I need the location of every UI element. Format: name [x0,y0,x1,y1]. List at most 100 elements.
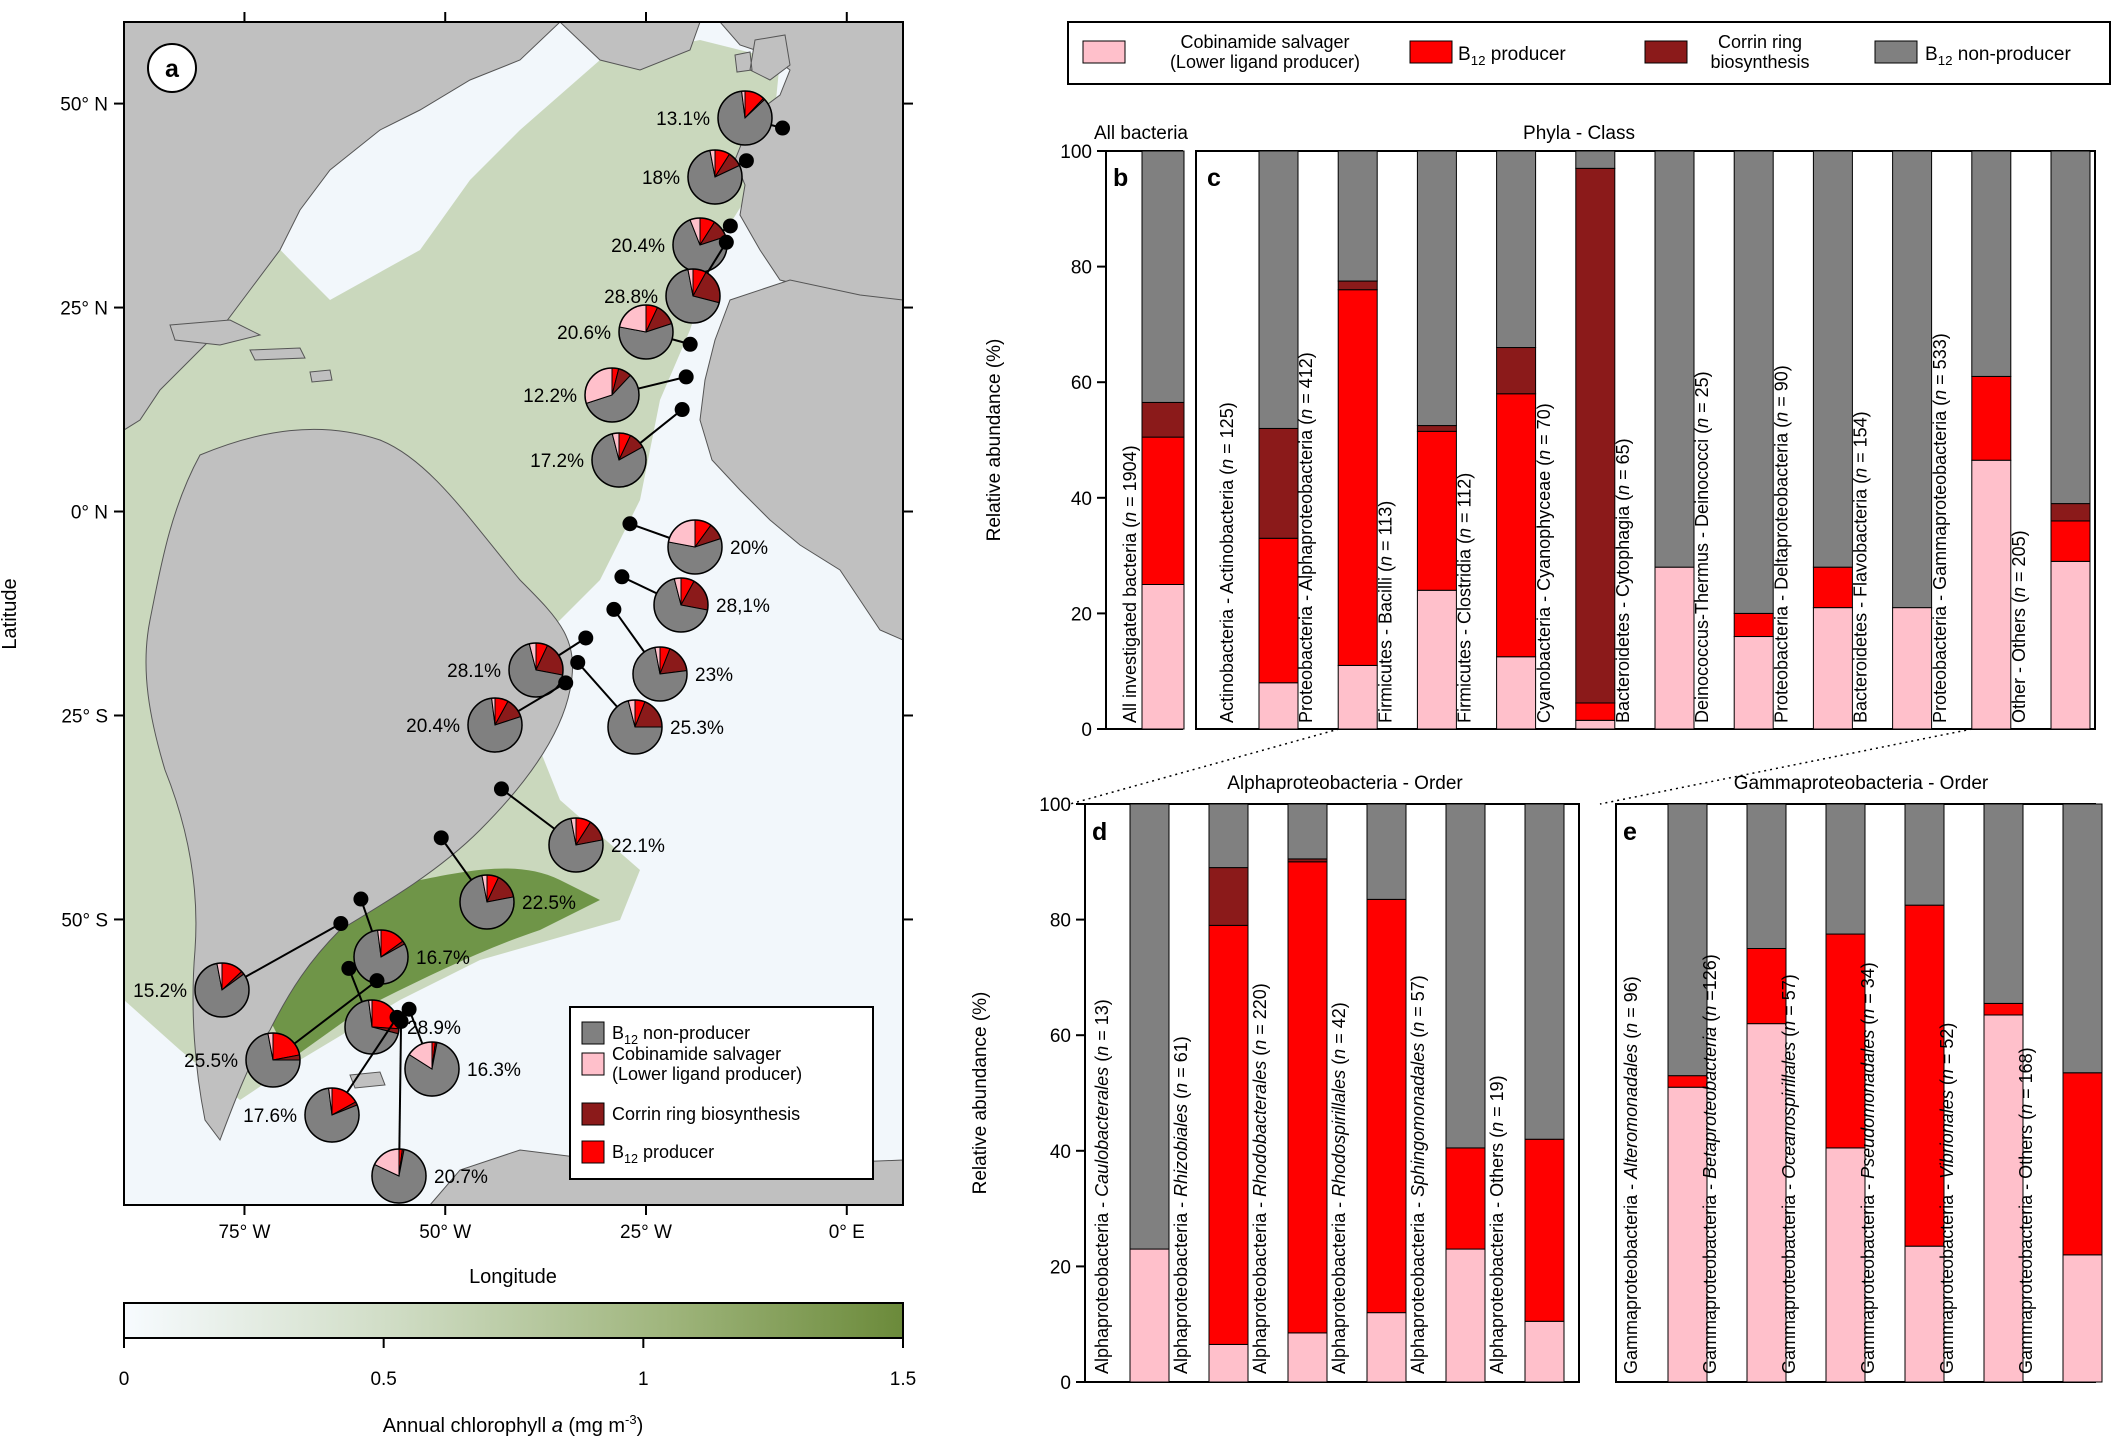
map-legend-label: B12 producer [612,1142,714,1166]
map-x-tick-label: 75° W [218,1222,270,1243]
map-y-axis-label: Latitude [0,578,21,649]
station-pie: 23% [606,601,733,702]
bar-category-label: Bacteroidetes - Flavobacteria (n = 154) [1851,411,1871,723]
station-pie: 22.5% [433,830,576,930]
pie-outline [632,646,688,702]
station-pie: 28.1% [447,630,594,698]
station-percent-label: 20.4% [406,716,460,737]
station-dot [622,516,638,532]
bar-segment-producer [1983,1002,2024,1016]
bar-category-label: Proteobacteria - Gammaproteobacteria (n … [1930,333,1950,723]
bar-segment-producer [1287,861,1328,1334]
station-percent-label: 28.1% [447,661,501,682]
bar-segment-corrin [1416,425,1457,432]
station-percent-label: 22.5% [522,893,576,914]
station-pie: 20.4% [611,217,738,273]
bar-segment-cobinamide [1141,584,1185,730]
y-tick-label: 80 [1071,258,1092,279]
map-x-tick-label: 50° W [419,1222,471,1243]
top-legend-box [1067,21,2111,85]
pie-outline [665,268,721,324]
panel-d-frame [1084,803,1580,1383]
bar-category-label: Proteobacteria - Alphaproteobacteria (n … [1296,352,1316,723]
station-dot [341,960,357,976]
bar-category-label: Alphaproteobacteria - Rhodobacterales (n… [1250,983,1270,1374]
bar-segment-nonproducer [1825,803,1866,935]
station-dot [738,153,754,169]
bar-segment-nonproducer [1445,803,1486,1149]
station-percent-label: 20.4% [611,236,665,257]
station-pie: 28.8% [604,234,734,324]
bar-segment-producer [1366,898,1407,1314]
bar-segment-cobinamide [1366,1312,1407,1383]
bar-segment-cobinamide [1733,636,1774,730]
bar-segment-corrin [1575,167,1616,704]
bar-segment-cobinamide [2062,1254,2103,1383]
y-axis-label: Relative abundance (%) [970,992,991,1195]
station-percent-label: 25.3% [670,718,724,739]
map-axis-ticks: 75° W 50° W 25° W 0° E 50° N 25° N 0° N 25° S 50… [60,12,913,1243]
panel-e-bars: e Gammaproteobacteria - Order Gammaproteob… [1615,773,2103,1383]
pie-outline [245,1032,301,1088]
pie-outline [548,817,604,873]
panel-label-a: a [147,43,197,93]
map-station-pies: 13.1% 18% 20.4% 28.8% 20.6% 12.2% 17.2% 20% 28,1… [133,90,791,1204]
top-legend-label: Cobinamide salvager (Lower ligand produce… [1170,32,1360,72]
bar-segment-nonproducer [1733,150,1774,614]
pie-outline [459,874,515,930]
bar-segment-nonproducer [1667,803,1708,1077]
bar-segment-nonproducer [1812,150,1853,568]
panel-letter: c [1207,164,1221,192]
station-percent-label: 28,1% [716,596,770,617]
bar-segment-producer [1812,566,1853,609]
bar-segment-producer [1445,1147,1486,1250]
bar-category-label: Bacteroidetes - Cytophagia (n = 65) [1613,438,1633,723]
bar-segment-corrin [1258,427,1299,539]
bar-category-label: Alphaproteobacteria - Others (n = 19) [1487,1075,1507,1374]
panel-letter: b [1113,164,1128,192]
bar-segment-nonproducer [1904,803,1945,906]
bar-segment-nonproducer [1337,150,1378,282]
station-dot [369,973,385,989]
y-tick-label: 20 [1050,1257,1071,1278]
station-pie: 17.2% [530,402,690,488]
panel-a-map: 75° W 50° W 25° W 0° E 50° N 25° N 0° N 25° S 50… [0,12,916,1437]
y-tick-label: 100 [1039,795,1071,816]
bar-segment-cobinamide [1746,1023,1787,1383]
bar-segment-nonproducer [1575,150,1616,169]
panel-c-frame [1195,150,2096,730]
station-dot [393,1013,409,1029]
bar-segment-cobinamide [1575,719,1616,730]
station-pie: 20.7% [371,1013,488,1204]
bar-segment-producer [1904,904,1945,1247]
pie-outline [618,304,674,360]
station-pie: 20.6% [557,304,698,360]
station-dot [718,234,734,250]
bar-segment-producer [1825,933,1866,1149]
station-pie: 22.1% [493,781,665,873]
bar-category-label: Firmicutes - Bacilli (n = 113) [1375,501,1395,723]
pie-outline [194,962,250,1018]
bar-segment-corrin [1208,867,1249,926]
panel-bc-bars: 0 20 40 60 80 100 Relative abundance (%) b c All … [984,123,2096,741]
top-legend-swatch [1082,40,1126,64]
bar-segment-cobinamide [1337,664,1378,730]
bar-category-label: All investigated bacteria (n = 1904) [1120,445,1140,723]
station-dot [401,1001,417,1017]
colorbar-tick-label: 0 [119,1369,130,1390]
map-land-north-america [124,22,561,431]
panel-title: Gammaproteobacteria - Order [1734,773,1989,794]
map-legend-label: B12 non-producer [612,1023,750,1047]
pie-outline [607,699,663,755]
map-y-tick-label: 0° N [71,503,108,524]
bar-segment-nonproducer [1208,803,1249,869]
map-legend-swatch [581,1052,605,1076]
y-tick-label: 100 [1060,142,1092,163]
bar-segment-nonproducer [1366,803,1407,900]
map-legend-label: Cobinamide salvager (Lower ligand produce… [612,1044,802,1084]
station-percent-label: 17.6% [243,1106,297,1127]
station-pie: 17.6% [243,1009,405,1143]
bar-segment-cobinamide [1524,1320,1565,1383]
pie-outline [687,149,743,205]
